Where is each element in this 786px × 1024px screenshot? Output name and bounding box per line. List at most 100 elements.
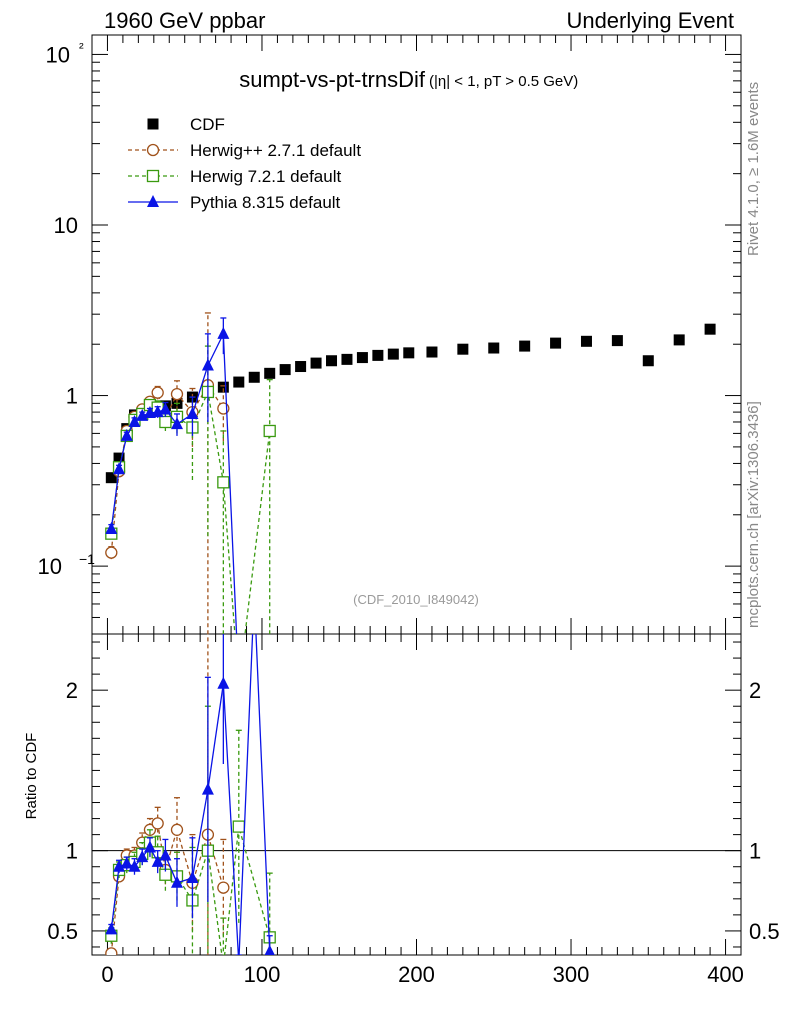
- cdf-point: [233, 376, 245, 388]
- pythia-ratio-point: [128, 859, 141, 872]
- x-tick-label: 300: [553, 962, 590, 987]
- pythia-point: [217, 326, 230, 339]
- legend-cdf-marker: [147, 118, 159, 130]
- ratio-tick-label-right: 2: [749, 678, 761, 703]
- pythia-line: [110, 333, 238, 634]
- cdf-point: [387, 348, 399, 360]
- herwig7-ratio-point: [218, 961, 229, 972]
- cdf-point: [341, 353, 353, 365]
- cdf-point: [295, 361, 307, 373]
- main-plot-frame: 10 −1 1 10 10 ²: [38, 34, 742, 635]
- herwigpp-ratio-point: [170, 823, 184, 836]
- pythia-point: [113, 462, 126, 475]
- cdf-point: [550, 337, 562, 349]
- header-energy: 1960 GeV ppbar: [104, 8, 266, 33]
- legend-label: Pythia 8.315 default: [190, 193, 341, 212]
- y-tick-exponent: ²: [79, 39, 84, 55]
- cdf-point: [403, 347, 415, 359]
- pythia-point: [201, 358, 214, 371]
- pythia-ratio-point: [170, 875, 183, 888]
- data-marks: [105, 312, 716, 972]
- legend: CDF Herwig++ 2.7.1 default Herwig 7.2.1 de…: [128, 115, 361, 212]
- cdf-point: [580, 335, 592, 347]
- herwig7-point: [263, 424, 276, 438]
- x-tick-label: 200: [398, 962, 435, 987]
- herwigpp-ratio-point: [151, 817, 164, 830]
- chart-subtitle: (|η| < 1, pT > 0.5 GeV): [429, 73, 578, 90]
- cdf-point: [673, 334, 685, 346]
- legend-herwigpp-marker: [146, 143, 160, 157]
- pythia-point: [170, 417, 183, 430]
- y-tick-label: 10: [54, 213, 78, 238]
- ratio-panel-marks: [105, 634, 276, 972]
- y-tick-label: 1: [66, 384, 78, 409]
- herwig7-ratio-point: [232, 820, 245, 833]
- legend-label: Herwig++ 2.7.1 default: [190, 141, 361, 160]
- herwig7-point: [159, 415, 172, 429]
- herwigpp-ratio-point: [105, 947, 118, 955]
- pythia-ratio-point: [159, 848, 172, 861]
- pythia-ratio-point: [136, 850, 149, 863]
- ratio-tick-label: 0.5: [47, 919, 78, 944]
- x-tick-label: 0: [101, 962, 113, 987]
- cdf-point: [372, 349, 384, 361]
- ratio-tick-label-right: 0.5: [749, 919, 780, 944]
- cdf-point: [248, 371, 260, 383]
- legend-pythia-marker: [147, 195, 159, 207]
- herwigpp-ratio-line: [110, 822, 224, 954]
- pythia-point: [233, 678, 245, 690]
- herwigpp-point: [170, 387, 184, 401]
- cdf-point: [113, 452, 125, 464]
- pythia-ratio-point: [201, 782, 214, 795]
- main-panel-marks: [105, 312, 716, 691]
- ratio-axes-box: [91, 633, 742, 956]
- herwigpp-point: [151, 386, 164, 399]
- herwigpp-point: [105, 546, 118, 559]
- pythia-ratio-point: [113, 859, 126, 872]
- cdf-point: [611, 335, 623, 347]
- pythia-point: [120, 428, 133, 441]
- cdf-point: [356, 352, 368, 364]
- pythia-point: [186, 406, 199, 419]
- cdf-point: [310, 357, 322, 369]
- cdf-point: [264, 367, 276, 379]
- ratio-tick-label-right: 1: [749, 839, 761, 864]
- herwig7-line: [110, 389, 271, 634]
- ratio-axis-label: Ratio to CDF: [23, 733, 40, 820]
- pythia-ratio-line: [110, 634, 271, 955]
- herwig7-point: [217, 476, 230, 489]
- pythia-ratio-point: [186, 870, 199, 883]
- pythia-point: [159, 402, 172, 415]
- herwig7-point: [233, 680, 244, 691]
- pythia-ratio-point: [105, 922, 118, 935]
- pythia-point: [264, 678, 276, 690]
- x-tick-label: 400: [707, 962, 744, 987]
- pythia-ratio-point: [120, 856, 133, 869]
- cdf-point: [488, 342, 500, 354]
- cdf-point: [704, 323, 716, 335]
- cdf-point: [642, 355, 654, 367]
- rivet-label: Rivet 4.1.0, ≥ 1.6M events: [745, 81, 762, 256]
- ratio-tick-label: 1: [66, 839, 78, 864]
- pythia-ratio-point: [264, 944, 275, 955]
- header-analysis: Underlying Event: [566, 8, 734, 33]
- pythia-ratio-point: [151, 854, 164, 867]
- cdf-point: [457, 343, 469, 355]
- cdf-point: [519, 340, 531, 352]
- cdf-point: [279, 364, 291, 376]
- herwigpp-ratio-point: [217, 881, 230, 894]
- legend-label: Herwig 7.2.1 default: [190, 167, 341, 186]
- x-tick-label: 100: [244, 962, 281, 987]
- y-tick-label: 10: [46, 42, 70, 67]
- pythia-ratio-point: [143, 840, 156, 853]
- cdf-point: [326, 355, 338, 367]
- cdf-point: [426, 346, 438, 358]
- cdf-point: [105, 472, 117, 484]
- legend-herwig7-marker: [146, 169, 160, 183]
- y-tick-exponent: −1: [79, 551, 95, 567]
- mcplots-label: mcplots.cern.ch [arXiv:1306.3436]: [745, 401, 762, 628]
- chart-title: sumpt-vs-pt-trnsDif: [239, 67, 426, 92]
- pythia-point: [128, 414, 141, 427]
